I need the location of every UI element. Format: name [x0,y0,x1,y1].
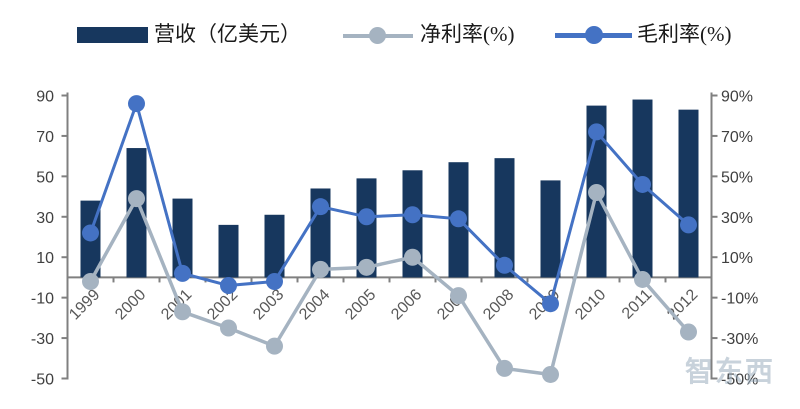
y-right-label-50%: 50% [721,169,753,186]
y-left-label--10: -10 [31,291,54,308]
x-label-2003: 2003 [250,286,287,323]
net-margin-point-2006 [404,248,421,266]
bar-2012 [678,109,699,278]
gross-margin-point-2011 [634,175,651,193]
y-left-label-50: 50 [36,169,54,186]
y-left-label-30: 30 [36,210,54,227]
net-margin-point-1999 [82,272,99,290]
x-label-2012: 2012 [664,286,701,323]
x-label-2011: 2011 [619,286,655,322]
bar-2000 [126,148,147,278]
net-margin-point-2007 [450,287,467,305]
net-margin-point-2009 [542,365,559,383]
net-margin-point-2008 [496,359,513,377]
x-label-1999: 1999 [66,286,103,323]
gross-margin-point-2010 [588,123,605,141]
net-margin-point-2004 [312,260,329,278]
gross-margin-point-2008 [496,256,513,274]
y-right-label-10%: 10% [721,250,753,267]
legend-label-net-margin: 净利率(%) [420,22,515,46]
legend-label-gross-margin: 毛利率(%) [637,22,732,46]
y-right-label--30%: -30% [721,331,758,348]
gross-margin-point-1999 [82,224,99,242]
net-margin-point-2002 [220,319,237,337]
x-label-2005: 2005 [342,286,379,323]
gross-margin-point-2009 [542,295,559,313]
y-right-label-90%: 90% [721,89,753,106]
gross-margin-point-2001 [174,264,191,282]
x-label-2006: 2006 [388,286,425,323]
x-label-2004: 2004 [296,286,333,323]
net-margin-marker-icon [369,27,386,44]
bar-2003 [264,214,285,278]
gross-margin-point-2000 [128,95,145,113]
bar-2002 [218,224,239,278]
gross-margin-point-2012 [680,216,697,234]
gross-margin-marker-icon [585,26,603,44]
gross-margin-point-2003 [266,272,283,290]
x-label-2010: 2010 [572,286,609,323]
bar-2005 [356,178,377,278]
gross-margin-point-2004 [312,198,329,216]
y-right-label-70%: 70% [721,129,753,146]
bar-2009 [540,180,561,278]
revenue-bar-swatch [77,27,148,43]
gross-margin-point-2007 [450,210,467,228]
net-margin-point-2001 [174,303,191,321]
y-right-label--50%: -50% [721,372,758,389]
net-margin-point-2000 [128,190,145,208]
net-margin-point-2010 [588,184,605,202]
x-label-2008: 2008 [480,286,517,323]
y-left-label-10: 10 [36,250,54,267]
net-margin-point-2012 [680,323,697,341]
x-label-2000: 2000 [112,286,149,323]
y-left-label--30: -30 [31,331,54,348]
net-margin-point-2011 [634,270,651,288]
net-margin-point-2005 [358,258,375,276]
y-right-label-30%: 30% [721,210,753,227]
net-margin-point-2003 [266,337,283,355]
y-left-label-90: 90 [36,89,54,106]
gross-margin-point-2006 [404,206,421,224]
legend-label-revenue: 营收（亿美元） [154,22,301,46]
y-left-label--50: -50 [31,372,54,389]
gross-margin-point-2002 [220,277,237,295]
gross-margin-point-2005 [358,208,375,226]
bar-2008 [494,158,515,278]
y-left-label-70: 70 [36,129,54,146]
y-right-label--10%: -10% [721,291,758,308]
